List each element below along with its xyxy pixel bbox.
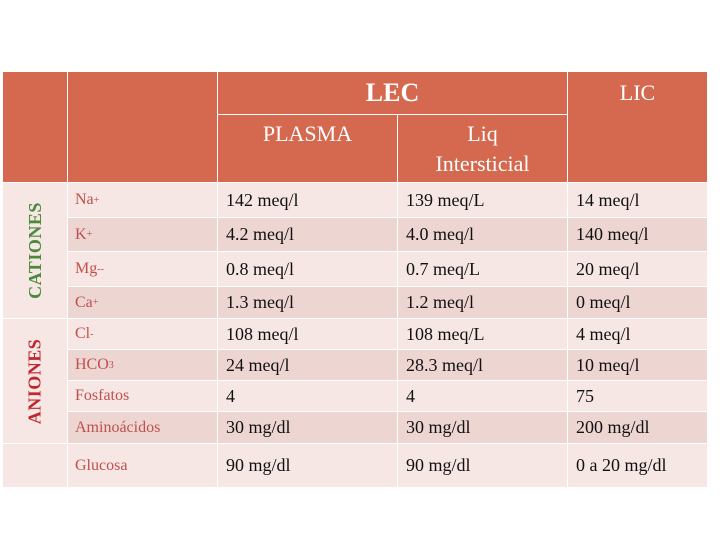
row-name: Na +: [68, 183, 218, 218]
value-cell: 90 mg/dl: [398, 444, 568, 488]
value-cell: 0 meq/l: [568, 287, 708, 319]
text: Na: [75, 191, 94, 208]
corner: [3, 72, 68, 183]
text: LIC: [619, 80, 656, 105]
sup: +: [86, 229, 93, 240]
text: 4.2 meq/l: [226, 224, 294, 244]
value-cell: 10 meq/l: [568, 350, 708, 381]
value-cell: 142 meq/l: [218, 183, 398, 218]
row-name: Ca +: [68, 287, 218, 319]
text: 4 meq/l: [576, 323, 631, 344]
value-cell: 1.3 meq/l: [218, 287, 398, 319]
text: 1.3 meq/l: [226, 292, 294, 312]
table: LEC LIC PLASMA Liq Intersticial Na +142 meq/l 1…: [3, 72, 708, 488]
sup: --: [97, 263, 104, 275]
text: 139 meq/L: [406, 189, 485, 210]
value-cell: 24 meq/l: [218, 350, 398, 381]
value-cell: 20 meq/l: [568, 252, 708, 287]
lec-header: LEC: [218, 72, 568, 115]
value-cell: 140 meq/l: [568, 218, 708, 252]
value-cell: 75: [568, 381, 708, 412]
value-cell: 108 meq/l: [218, 319, 398, 350]
text: Mg: [75, 260, 98, 277]
text: 1.2 meq/l: [406, 292, 474, 312]
text: HCO: [75, 356, 109, 373]
row-name: HCO 3: [68, 350, 218, 381]
text: 200 mg/dl: [576, 417, 650, 437]
text: PLASMA: [262, 121, 353, 146]
text: 30 mg/dl: [406, 417, 471, 437]
text: 0.8 meq/l: [226, 258, 294, 279]
text: 4.0 meq/l: [406, 224, 474, 244]
div: Intersticial: [435, 151, 530, 176]
text: 90 mg/dl: [406, 455, 471, 475]
text: 0 meq/l: [576, 292, 631, 312]
value-cell: 0 a 20 mg/dl: [568, 444, 708, 488]
section-label: CATIONES: [3, 183, 68, 319]
sup: +: [92, 297, 99, 308]
div: Liq: [467, 121, 498, 146]
sup: +: [93, 194, 100, 206]
text: Cl: [75, 325, 91, 342]
text: ANIONES: [24, 338, 45, 424]
text: 108 meq/l: [226, 323, 299, 344]
value-cell: 200 mg/dl: [568, 412, 708, 444]
value-cell: 30 mg/dl: [218, 412, 398, 444]
value-cell: 1.2 meq/l: [398, 287, 568, 319]
row-name: Mg --: [68, 252, 218, 287]
value-cell: 30 mg/dl: [398, 412, 568, 444]
row-name: Glucosa: [68, 444, 218, 488]
lic-header: LIC: [568, 72, 708, 183]
value-cell: 14 meq/l: [568, 183, 708, 218]
text: 0.7 meq/L: [406, 258, 480, 279]
text: 4: [226, 385, 235, 406]
text: 10 meq/l: [576, 354, 640, 375]
text: 0 a 20 mg/dl: [576, 455, 667, 475]
text: LEC: [365, 78, 420, 107]
text: 75: [576, 385, 594, 406]
value-cell: 28.3 meq/l: [398, 350, 568, 381]
value-cell: 90 mg/dl: [218, 444, 398, 488]
section-label: [3, 444, 68, 488]
text: 142 meq/l: [226, 189, 299, 210]
section-label: ANIONES: [3, 319, 68, 444]
liq-header: Liq Intersticial: [398, 115, 568, 183]
text: 4: [406, 385, 415, 406]
text: 108 meq/L: [406, 323, 485, 344]
text: Ca: [75, 293, 93, 311]
text: Glucosa: [75, 456, 128, 474]
text: 20 meq/l: [576, 258, 640, 279]
text: 14 meq/l: [576, 189, 640, 210]
value-cell: 108 meq/L: [398, 319, 568, 350]
value-cell: 0.7 meq/L: [398, 252, 568, 287]
corner: [68, 72, 218, 183]
text: 30 mg/dl: [226, 417, 291, 437]
text: Fosfatos: [75, 387, 130, 404]
text: Aminoácidos: [75, 418, 161, 436]
value-cell: 4.0 meq/l: [398, 218, 568, 252]
text: 24 meq/l: [226, 354, 290, 375]
text: K: [75, 225, 87, 243]
row-name: Aminoácidos: [68, 412, 218, 444]
value-cell: 139 meq/L: [398, 183, 568, 218]
row-name: K +: [68, 218, 218, 252]
text: 140 meq/l: [576, 224, 649, 244]
value-cell: 4: [398, 381, 568, 412]
row-name: Cl -: [68, 319, 218, 350]
text: CATIONES: [24, 202, 45, 299]
value-cell: 4 meq/l: [568, 319, 708, 350]
text: 28.3 meq/l: [406, 354, 483, 375]
text: 90 mg/dl: [226, 455, 291, 475]
row-name: Fosfatos: [68, 381, 218, 412]
plasma-header: PLASMA: [218, 115, 398, 183]
sup: -: [90, 328, 94, 340]
value-cell: 4.2 meq/l: [218, 218, 398, 252]
value-cell: 4: [218, 381, 398, 412]
sub: 3: [108, 359, 114, 371]
value-cell: 0.8 meq/l: [218, 252, 398, 287]
